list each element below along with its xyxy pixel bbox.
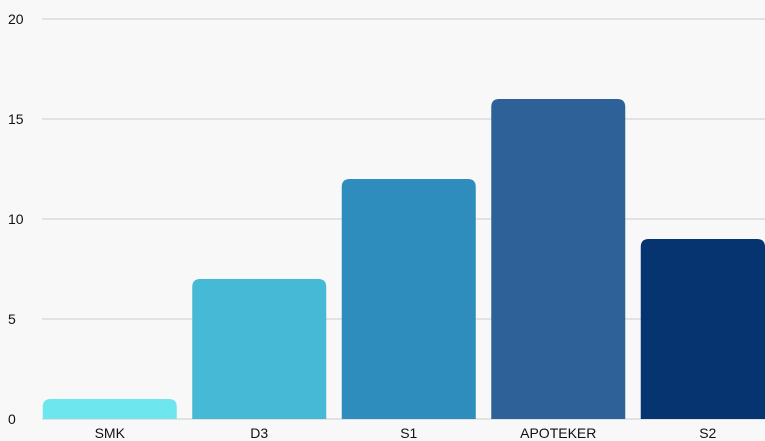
bar-s2 [640,239,765,419]
y-tick-label: 5 [8,311,16,327]
bar-s1 [341,179,476,419]
bars [42,99,765,419]
bar-d3 [192,279,327,419]
bar-smk [42,399,177,419]
x-tick-label: S2 [699,425,716,441]
x-axis-labels: SMK D3 S1 APOTEKER S2 [95,425,717,441]
y-tick-label: 0 [8,411,16,427]
y-tick-label: 10 [8,211,24,227]
y-axis-ticks: 0 5 10 15 20 [8,11,24,427]
x-tick-label: SMK [95,425,126,441]
bar-apoteker [491,99,626,419]
y-tick-label: 20 [8,11,24,27]
y-tick-label: 15 [8,111,24,127]
x-tick-label: S1 [400,425,417,441]
x-tick-label: APOTEKER [520,425,596,441]
x-tick-label: D3 [250,425,268,441]
